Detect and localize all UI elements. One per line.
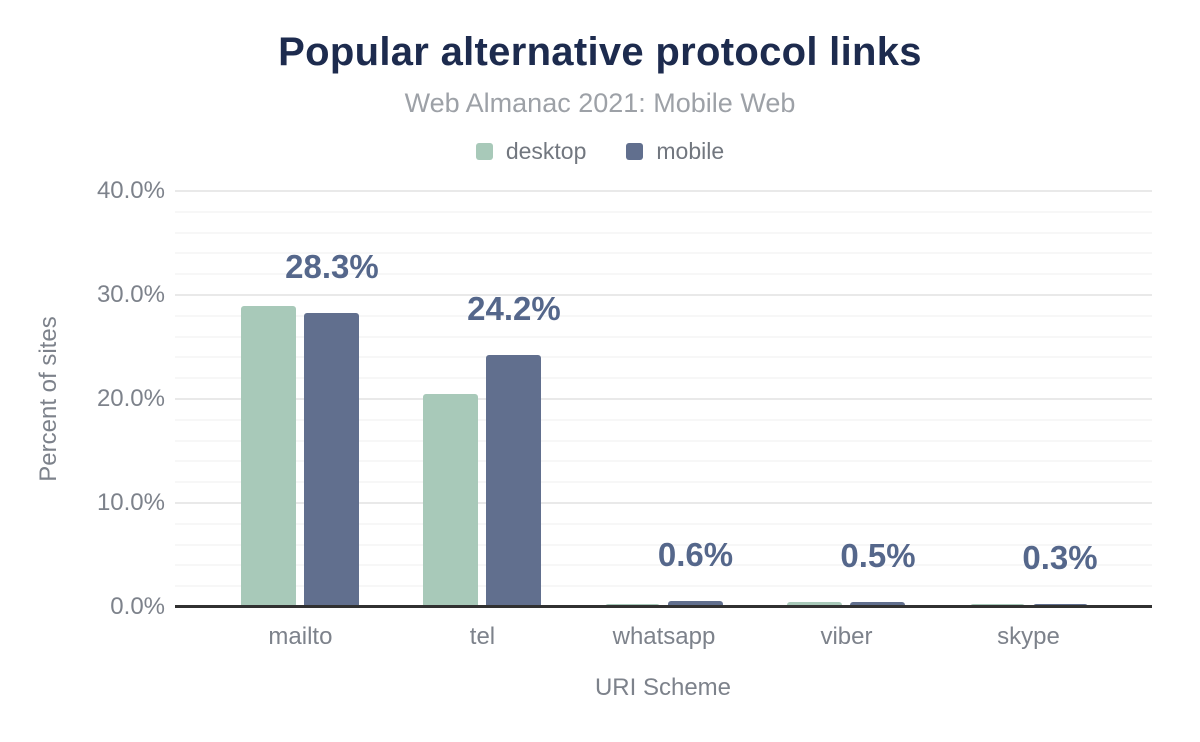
gridline bbox=[175, 210, 1152, 213]
bar-mobile-whatsapp bbox=[667, 600, 723, 607]
legend: desktop mobile bbox=[0, 138, 1200, 164]
gridline bbox=[175, 190, 1152, 192]
data-label-tel: 24.2% bbox=[467, 290, 561, 328]
bar-desktop-mailto bbox=[241, 306, 297, 607]
x-tick-label-skype: skype bbox=[997, 623, 1060, 650]
gridline bbox=[175, 335, 1152, 338]
gridline bbox=[175, 231, 1152, 234]
x-axis-line bbox=[175, 605, 1152, 608]
gridline bbox=[175, 252, 1152, 255]
plot-area: 0.0% 10.0% 20.0% 30.0% 40.0% mailto 28.3% tel 24… bbox=[97, 177, 1152, 650]
y-tick-label: 0.0% bbox=[110, 593, 165, 620]
desktop-swatch-icon bbox=[475, 142, 493, 160]
gridline bbox=[175, 377, 1152, 380]
x-tick-label-tel: tel bbox=[469, 623, 496, 650]
bar-group-mailto bbox=[241, 306, 360, 607]
data-label-skype: 0.3% bbox=[1022, 538, 1098, 576]
gridline bbox=[175, 585, 1152, 588]
gridline bbox=[175, 522, 1152, 525]
data-label-mailto: 28.3% bbox=[285, 247, 379, 285]
gridline bbox=[175, 356, 1152, 359]
y-tick-label: 20.0% bbox=[96, 385, 165, 412]
x-axis-title: URI Scheme bbox=[594, 674, 732, 701]
y-tick-label: 10.0% bbox=[96, 489, 165, 516]
gridline bbox=[175, 314, 1152, 317]
data-label-viber: 0.5% bbox=[840, 536, 916, 574]
chart-title: Popular alternative protocol links bbox=[278, 30, 922, 74]
gridline bbox=[175, 502, 1152, 504]
legend-label-desktop: desktop bbox=[505, 137, 587, 164]
gridline bbox=[175, 273, 1152, 276]
x-tick-label-mailto: mailto bbox=[268, 623, 333, 650]
bar-group-viber bbox=[787, 601, 906, 607]
gridline bbox=[175, 398, 1152, 400]
y-tick-label: 40.0% bbox=[96, 177, 165, 204]
legend-item-mobile: mobile bbox=[626, 138, 724, 165]
x-tick-label-whatsapp: whatsapp bbox=[612, 623, 716, 650]
gridline bbox=[175, 460, 1152, 463]
bar-desktop-viber bbox=[787, 601, 843, 607]
bar-group-tel bbox=[423, 355, 542, 607]
chart-subtitle: Web Almanac 2021: Mobile Web bbox=[404, 88, 796, 118]
gridline bbox=[175, 481, 1152, 484]
bar-desktop-tel bbox=[423, 393, 479, 607]
gridline bbox=[175, 564, 1152, 567]
bar-mobile-viber bbox=[850, 601, 906, 607]
bar-mobile-tel bbox=[486, 355, 542, 607]
legend-label-mobile: mobile bbox=[656, 137, 725, 164]
data-label-whatsapp: 0.6% bbox=[657, 535, 734, 573]
mobile-swatch-icon bbox=[626, 142, 644, 160]
bar-mobile-mailto bbox=[304, 312, 360, 607]
y-tick-label: 30.0% bbox=[96, 281, 165, 308]
x-tick-label-viber: viber bbox=[820, 623, 873, 650]
y-axis-title: Percent of sites bbox=[35, 316, 62, 482]
gridline bbox=[175, 418, 1152, 421]
gridline bbox=[175, 439, 1152, 442]
gridline bbox=[175, 294, 1152, 296]
legend-item-desktop: desktop bbox=[475, 137, 587, 165]
gridline bbox=[175, 543, 1152, 546]
